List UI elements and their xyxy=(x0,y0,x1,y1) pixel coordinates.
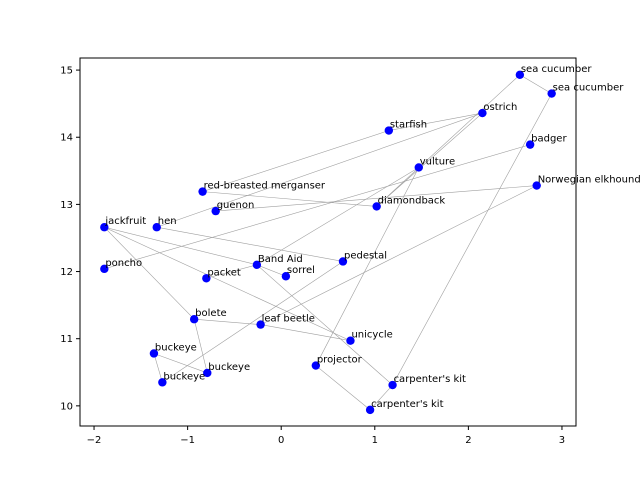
edge-line xyxy=(202,130,389,192)
edge-line xyxy=(153,353,163,383)
point-label: pedestal xyxy=(344,250,387,261)
y-tick-label: 14 xyxy=(60,133,73,144)
x-tick-label: −2 xyxy=(87,435,102,446)
data-point xyxy=(525,140,535,149)
data-point xyxy=(211,206,220,216)
data-point xyxy=(158,378,167,387)
edge-line xyxy=(519,74,552,94)
edge-line xyxy=(194,318,261,325)
point-label: carpenter's kit xyxy=(371,399,443,410)
edge-line xyxy=(206,264,257,279)
plot-area-frame xyxy=(79,57,577,427)
y-tick-label: 12 xyxy=(60,267,73,278)
point-label: buckeye xyxy=(155,342,197,353)
data-point xyxy=(252,260,262,270)
points-layer xyxy=(100,70,556,415)
point-label: buckeye xyxy=(163,371,205,382)
edges-layer xyxy=(104,74,552,411)
x-axis-ticks: −2 −1 0 1 2 3 xyxy=(87,426,565,446)
edge-line xyxy=(260,324,351,342)
data-point xyxy=(346,336,355,345)
point-label: badger xyxy=(531,134,567,145)
data-point xyxy=(281,272,291,281)
data-point xyxy=(152,223,161,232)
edge-line xyxy=(104,144,531,270)
edge-line xyxy=(202,191,377,207)
data-point xyxy=(256,320,265,329)
edge-line xyxy=(376,112,483,207)
edge-line xyxy=(376,74,521,207)
edge-line xyxy=(260,185,537,325)
data-point xyxy=(149,349,159,358)
point-label: bolete xyxy=(195,308,226,319)
point-label: sorrel xyxy=(287,265,315,276)
point-labels-layer: sea cucumber sea cucumber ostrich starfish b… xyxy=(104,64,640,410)
edge-line xyxy=(315,365,371,411)
point-label: Band Aid xyxy=(258,254,303,265)
data-point xyxy=(384,126,394,135)
x-tick-label: 2 xyxy=(465,435,471,446)
point-label: packet xyxy=(207,267,241,278)
edge-line xyxy=(215,185,537,212)
data-point xyxy=(203,368,212,378)
data-point xyxy=(100,264,109,274)
point-label: buckeye xyxy=(208,362,250,373)
y-tick-label: 15 xyxy=(60,66,73,77)
edge-line xyxy=(104,226,257,266)
edge-line xyxy=(392,93,552,386)
data-point xyxy=(532,181,541,190)
data-point xyxy=(372,202,381,211)
data-point xyxy=(365,405,375,415)
y-axis-ticks: 10 11 12 13 14 15 xyxy=(60,66,80,412)
x-tick-label: 1 xyxy=(372,435,378,446)
point-label: vulture xyxy=(420,156,455,167)
edge-line xyxy=(193,319,208,374)
point-label: diamondback xyxy=(378,195,446,206)
point-label: sea cucumber xyxy=(553,83,625,94)
y-tick-label: 10 xyxy=(60,401,73,412)
data-point xyxy=(100,223,109,232)
point-label: guenon xyxy=(217,200,255,211)
point-label: carpenter's kit xyxy=(394,374,466,385)
data-point xyxy=(338,257,348,266)
point-label: poncho xyxy=(105,258,142,269)
data-point xyxy=(414,163,423,172)
point-label: leaf beetle xyxy=(262,314,315,325)
y-tick-label: 11 xyxy=(60,334,73,345)
data-point xyxy=(478,108,487,118)
edge-line xyxy=(256,167,419,266)
point-label: ostrich xyxy=(483,102,517,113)
point-label: Norwegian elkhound xyxy=(538,175,640,186)
edge-line xyxy=(156,112,483,228)
x-tick-label: −1 xyxy=(180,435,195,446)
data-point xyxy=(189,315,199,324)
edge-line xyxy=(104,227,195,320)
point-label: starfish xyxy=(390,120,427,131)
edge-line xyxy=(369,384,393,411)
x-tick-label: 0 xyxy=(278,435,284,446)
data-point xyxy=(202,274,211,283)
point-label: red-breasted merganser xyxy=(204,181,326,192)
x-tick-label: 3 xyxy=(559,435,565,446)
data-point xyxy=(515,70,525,79)
edge-line xyxy=(256,264,393,386)
edge-line xyxy=(388,112,483,131)
data-point xyxy=(311,361,321,370)
y-tick-label: 13 xyxy=(60,200,73,211)
edge-line xyxy=(153,353,208,374)
point-label: unicycle xyxy=(351,330,392,341)
data-point xyxy=(388,380,397,390)
point-label: hen xyxy=(158,216,177,227)
edge-line xyxy=(104,226,351,341)
point-label: projector xyxy=(317,355,363,366)
data-point xyxy=(198,187,207,196)
edge-line xyxy=(256,264,286,277)
data-point xyxy=(547,89,556,98)
edge-line xyxy=(162,261,344,383)
point-label: sea cucumber xyxy=(521,64,593,75)
point-label: jackfruit xyxy=(104,216,146,227)
edge-line xyxy=(156,226,344,262)
